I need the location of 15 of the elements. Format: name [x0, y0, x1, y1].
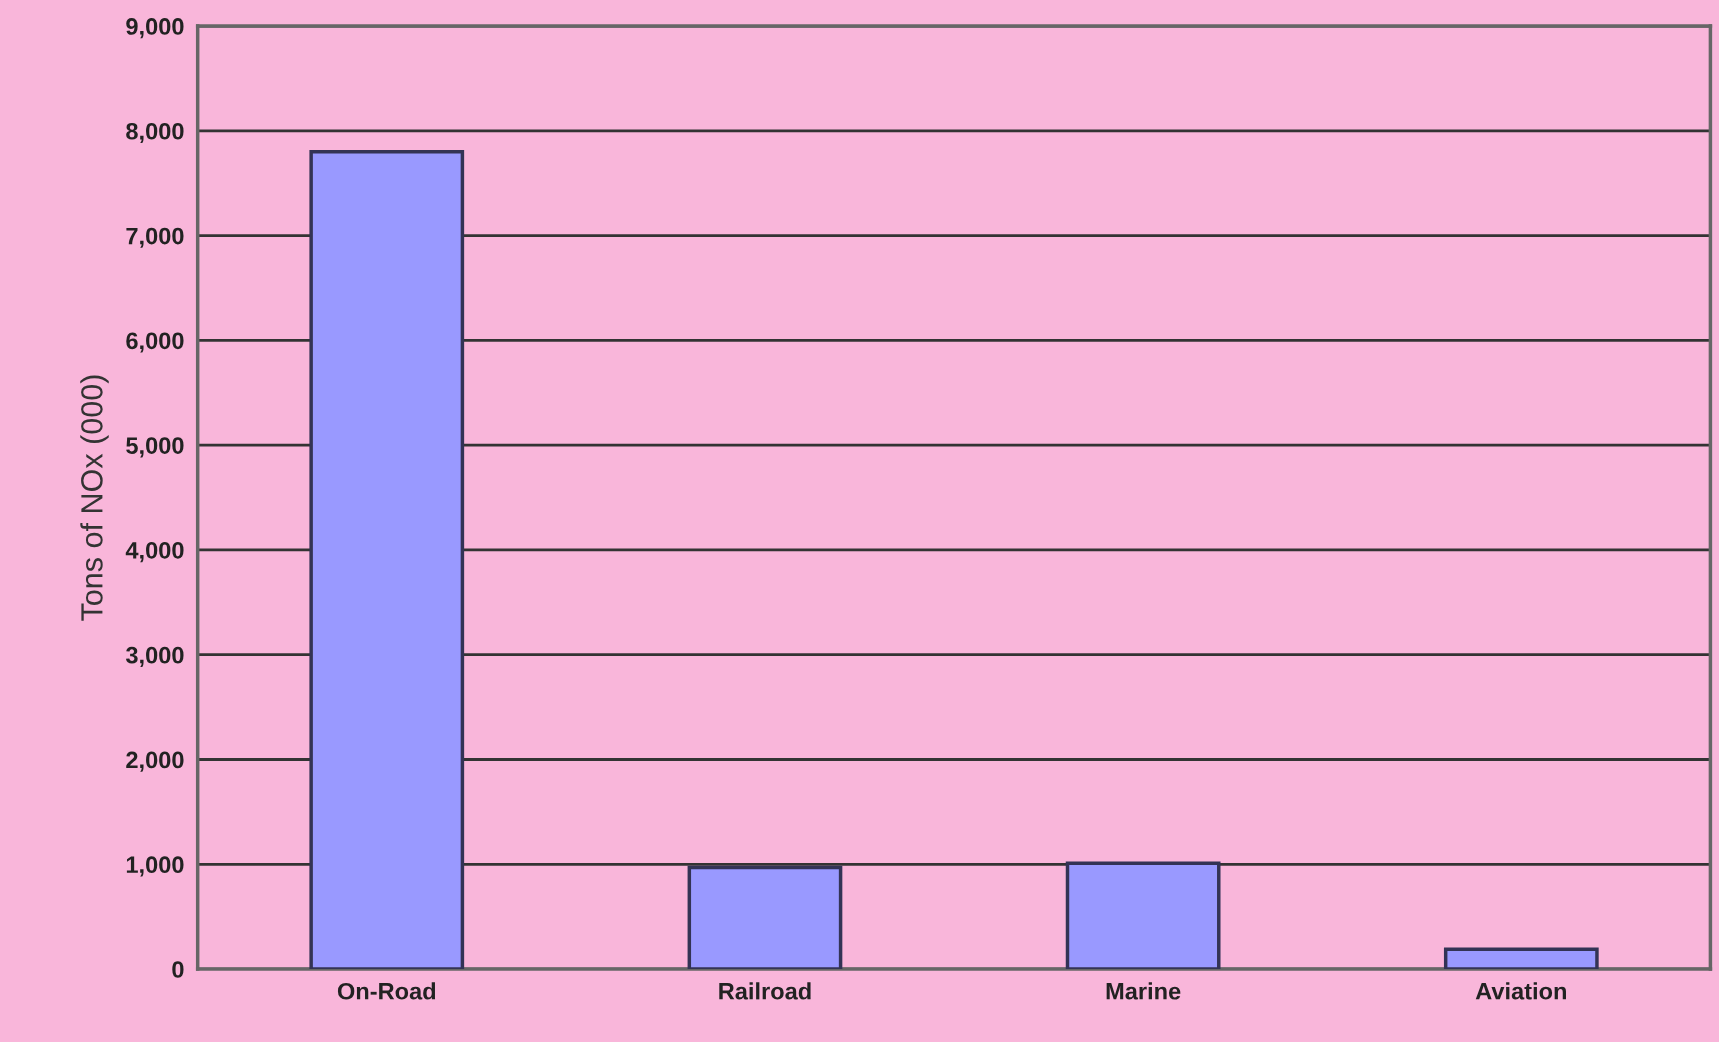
- y-tick-label: 7,000: [126, 227, 184, 248]
- x-tick-label: Aviation: [1475, 982, 1566, 1000]
- y-tick-label: 2,000: [126, 751, 184, 772]
- y-tick-label: 3,000: [125, 646, 184, 667]
- y-axis-title: Tons of NOx (000): [80, 375, 109, 621]
- y-tick-label: 5,000: [126, 437, 184, 458]
- y-tick-label: 0: [172, 961, 184, 978]
- y-tick-label: 1,000: [126, 856, 184, 877]
- y-tick-label: 9,000: [126, 18, 184, 39]
- y-tick-label: 8,000: [126, 122, 184, 144]
- x-tick-label: On-Road: [337, 982, 436, 1000]
- x-tick-label: Railroad: [719, 982, 811, 1000]
- y-tick-label: 6,000: [126, 332, 184, 353]
- x-tick-label: Marine: [1106, 982, 1181, 1000]
- y-tick-label: 4,000: [125, 542, 184, 563]
